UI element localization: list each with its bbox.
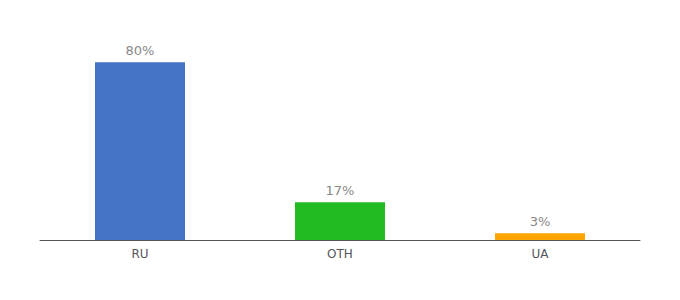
svg-text:UA: UA bbox=[532, 247, 550, 261]
svg-text:3%: 3% bbox=[530, 214, 551, 229]
svg-text:80%: 80% bbox=[126, 43, 155, 58]
svg-text:OTH: OTH bbox=[327, 247, 353, 261]
svg-text:17%: 17% bbox=[326, 183, 355, 198]
svg-text:RU: RU bbox=[131, 247, 148, 261]
